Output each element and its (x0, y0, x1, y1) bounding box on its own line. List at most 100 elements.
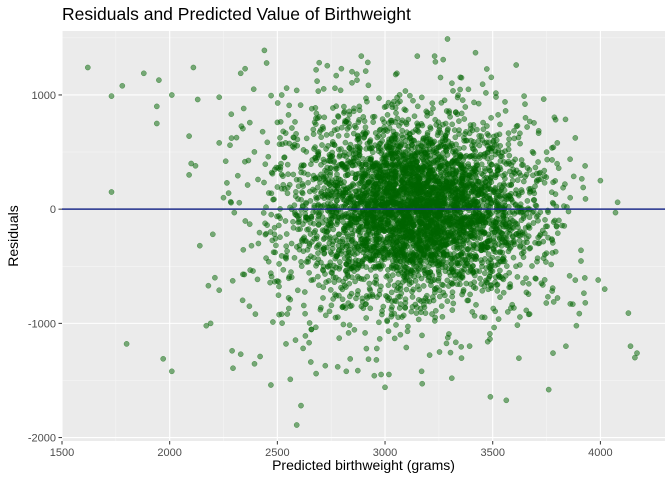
data-point (449, 234, 456, 241)
data-point (513, 187, 519, 193)
data-point (397, 301, 404, 307)
data-point (472, 49, 479, 56)
data-point (420, 297, 427, 304)
data-point (451, 127, 458, 133)
data-point (582, 299, 589, 306)
data-point (378, 283, 384, 290)
data-point (256, 229, 263, 236)
data-point (284, 190, 291, 197)
data-point (518, 157, 525, 163)
data-point (446, 108, 452, 114)
data-point (378, 371, 384, 378)
data-point (436, 153, 443, 160)
data-point (284, 311, 291, 317)
data-point (471, 312, 478, 319)
data-point (394, 100, 401, 106)
data-point (376, 336, 383, 342)
data-point (458, 355, 465, 361)
data-point (344, 126, 351, 132)
data-point (488, 267, 494, 274)
data-point (449, 281, 455, 287)
data-point (395, 314, 402, 321)
data-point (496, 188, 502, 195)
data-point (442, 120, 449, 127)
data-point (432, 231, 439, 238)
data-point (277, 166, 283, 173)
data-point (268, 190, 275, 197)
data-point (413, 310, 420, 316)
data-point (491, 324, 497, 331)
data-point (432, 116, 439, 123)
data-point (494, 261, 501, 268)
data-point (448, 260, 455, 267)
data-point (324, 192, 330, 198)
data-point (337, 87, 344, 94)
data-point (372, 130, 379, 136)
data-point (331, 142, 338, 149)
data-point (413, 173, 420, 180)
data-point (336, 292, 342, 299)
data-point (419, 332, 425, 339)
data-point (530, 197, 537, 203)
data-point (444, 334, 451, 341)
data-point (466, 130, 473, 137)
data-point (362, 68, 369, 74)
data-point (153, 120, 160, 127)
data-point (278, 311, 285, 318)
data-point (524, 239, 530, 246)
data-point (464, 246, 471, 253)
data-point (459, 183, 465, 190)
data-point (240, 105, 247, 112)
data-point (365, 180, 372, 186)
data-point (277, 215, 284, 222)
data-point (270, 196, 276, 203)
data-point (274, 184, 281, 190)
data-point (437, 74, 444, 81)
data-point (340, 278, 347, 285)
data-point (432, 58, 439, 65)
data-point (388, 311, 395, 318)
data-point (306, 339, 312, 346)
y-tick-label: -1000 (28, 318, 56, 330)
data-point (381, 124, 388, 131)
data-point (487, 393, 494, 400)
data-point (345, 300, 352, 306)
data-point (457, 86, 463, 93)
data-point (434, 258, 441, 265)
data-point (265, 258, 272, 265)
data-point (315, 151, 322, 157)
data-point (319, 124, 326, 130)
data-point (436, 246, 443, 252)
data-point (380, 245, 387, 252)
data-point (376, 319, 382, 326)
data-point (526, 225, 533, 231)
data-point (406, 281, 413, 287)
data-point (347, 194, 354, 201)
data-point (462, 104, 469, 110)
x-axis-label: Predicted birthweight (grams) (272, 457, 455, 473)
data-point (522, 101, 528, 107)
data-point (549, 285, 556, 291)
x-tick-label: 1500 (50, 447, 74, 459)
data-point (438, 303, 445, 309)
data-point (244, 182, 251, 188)
data-point (416, 235, 423, 242)
data-point (401, 195, 408, 202)
data-point (348, 215, 355, 222)
data-point (550, 144, 557, 151)
data-point (192, 162, 199, 169)
data-point (386, 144, 393, 150)
data-point (407, 270, 414, 277)
data-point (436, 349, 443, 355)
data-point (341, 110, 347, 116)
data-point (315, 88, 322, 94)
data-point (479, 190, 485, 197)
data-point (554, 295, 561, 301)
data-point (496, 131, 503, 138)
data-point (452, 175, 459, 181)
data-point (454, 281, 461, 288)
data-point (512, 202, 519, 208)
data-point (471, 202, 478, 209)
data-point (370, 119, 377, 125)
data-point (419, 380, 426, 387)
